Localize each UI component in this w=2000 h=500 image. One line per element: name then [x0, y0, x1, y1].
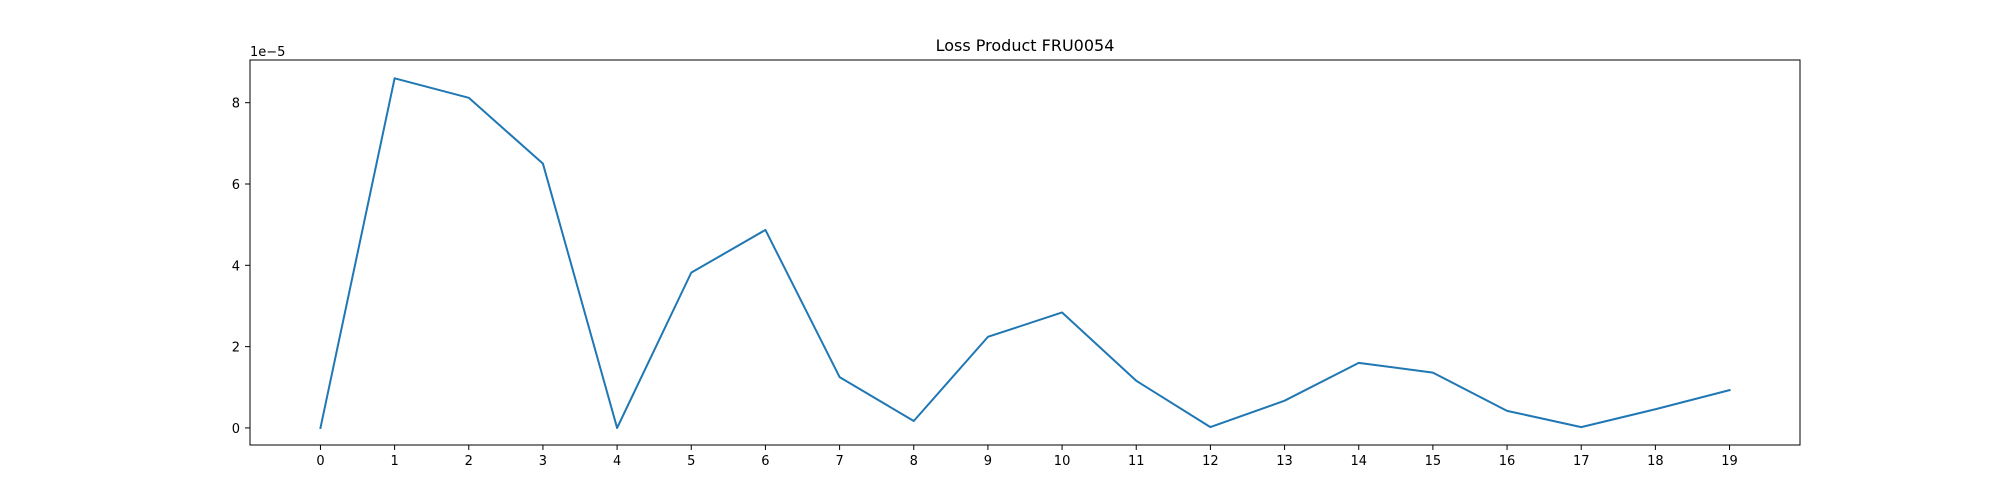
x-tick-label: 2 — [465, 454, 473, 469]
y-tick-label: 0 — [232, 422, 240, 437]
x-tick-label: 0 — [316, 454, 324, 469]
x-tick-label: 14 — [1350, 454, 1367, 469]
chart-title: Loss Product FRU0054 — [936, 36, 1115, 55]
x-tick-label: 19 — [1721, 454, 1738, 469]
x-tick-label: 18 — [1647, 454, 1664, 469]
y-axis-offset-label: 1e−5 — [250, 45, 285, 60]
x-tick-label: 17 — [1573, 454, 1590, 469]
series-line — [319, 77, 1731, 430]
y-tick-label: 4 — [232, 259, 240, 274]
x-tick-label: 3 — [539, 454, 547, 469]
x-tick-label: 11 — [1128, 454, 1145, 469]
x-tick-label: 4 — [613, 454, 621, 469]
x-tick-label: 15 — [1425, 454, 1442, 469]
x-tick-label: 12 — [1202, 454, 1219, 469]
x-tick-label: 16 — [1499, 454, 1516, 469]
x-tick-label: 5 — [687, 454, 695, 469]
axes-frame — [249, 59, 1801, 446]
x-tick-label: 13 — [1276, 454, 1293, 469]
x-tick-label: 10 — [1054, 454, 1071, 469]
x-tick-label: 6 — [761, 454, 769, 469]
x-tick-label: 1 — [390, 454, 398, 469]
y-tick-label: 6 — [232, 178, 240, 193]
x-tick-label: 7 — [835, 454, 843, 469]
y-tick-label: 8 — [232, 97, 240, 112]
y-tick-label: 2 — [232, 341, 240, 356]
x-tick-label: 8 — [910, 454, 918, 469]
x-tick-label: 9 — [984, 454, 992, 469]
